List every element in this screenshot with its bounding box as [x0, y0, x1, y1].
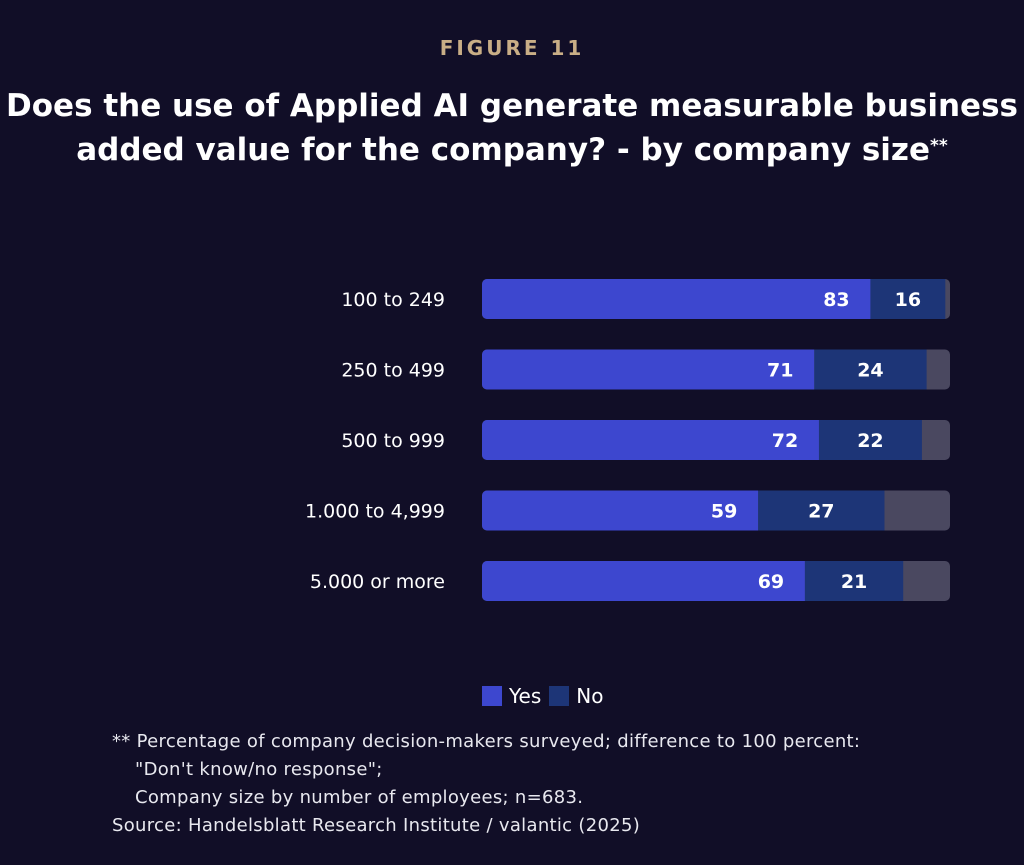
value-label-yes-500-to-999: 72 — [772, 430, 798, 452]
category-label-100-to-249: 100 to 249 — [341, 289, 445, 311]
bar-no-1-000-to-4-999 — [758, 490, 885, 531]
bar-group-100-to-249 — [482, 279, 950, 319]
value-label-no-5-000-or-more: 21 — [841, 571, 867, 593]
footnote-line-3: Company size by number of employees; n=6… — [135, 787, 584, 808]
bar-no-250-to-499 — [814, 349, 927, 390]
bar-group-5-000-or-more — [482, 561, 950, 601]
bar-yes-250-to-499 — [482, 349, 815, 390]
category-label-500-to-999: 500 to 999 — [341, 430, 445, 452]
footnote-line-1: ** Percentage of company decision-makers… — [112, 731, 861, 752]
bar-yes-100-to-249 — [482, 279, 871, 319]
chart-title-text: Does the use of Applied AI generate meas… — [6, 88, 1018, 168]
legend-swatch-no — [549, 686, 570, 706]
footnote-line-2: "Don't know/no response"; — [135, 759, 383, 780]
value-label-no-1-000-to-4-999: 27 — [808, 501, 834, 523]
source-line: Source: Handelsblatt Research Institute … — [112, 815, 641, 836]
figure-label: FIGURE 11 — [439, 36, 585, 60]
legend: Yes No — [482, 684, 612, 708]
category-label-5-000-or-more: 5.000 or more — [310, 571, 445, 593]
value-label-yes-250-to-499: 71 — [767, 360, 793, 382]
bar-group-1-000-to-4-999 — [482, 490, 950, 531]
bar-group-500-to-999 — [482, 420, 950, 460]
value-label-yes-1-000-to-4-999: 59 — [711, 501, 737, 523]
bar-yes-500-to-999 — [482, 420, 819, 460]
value-label-yes-5-000-or-more: 69 — [758, 571, 784, 593]
value-label-yes-100-to-249: 83 — [823, 289, 849, 311]
bar-no-100-to-249 — [870, 279, 946, 319]
legend-label-no: No — [576, 684, 604, 708]
bar-yes-1-000-to-4-999 — [482, 490, 759, 531]
category-label-1-000-to-4-999: 1.000 to 4,999 — [305, 501, 445, 523]
footnote: ** Percentage of company decision-makers… — [112, 728, 992, 840]
bar-no-500-to-999 — [818, 420, 922, 460]
legend-item-no: No — [549, 684, 611, 708]
bar-group-250-to-499 — [482, 349, 950, 390]
value-label-no-250-to-499: 24 — [857, 360, 883, 382]
value-label-no-100-to-249: 16 — [895, 289, 921, 311]
legend-label-yes: Yes — [509, 684, 542, 708]
legend-item-yes: Yes — [482, 684, 549, 708]
stacked-bar-chart: 83 16 100 to 249 71 24 250 to 499 72 22 500 to 9… — [305, 279, 950, 601]
title-footnote-mark: ** — [930, 136, 948, 156]
value-label-no-500-to-999: 22 — [857, 430, 883, 452]
bar-no-5-000-or-more — [804, 561, 904, 601]
bar-yes-5-000-or-more — [482, 561, 805, 601]
legend-swatch-yes — [482, 686, 502, 706]
category-label-250-to-499: 250 to 499 — [341, 360, 445, 382]
chart-title: Does the use of Applied AI generate meas… — [0, 84, 1024, 172]
